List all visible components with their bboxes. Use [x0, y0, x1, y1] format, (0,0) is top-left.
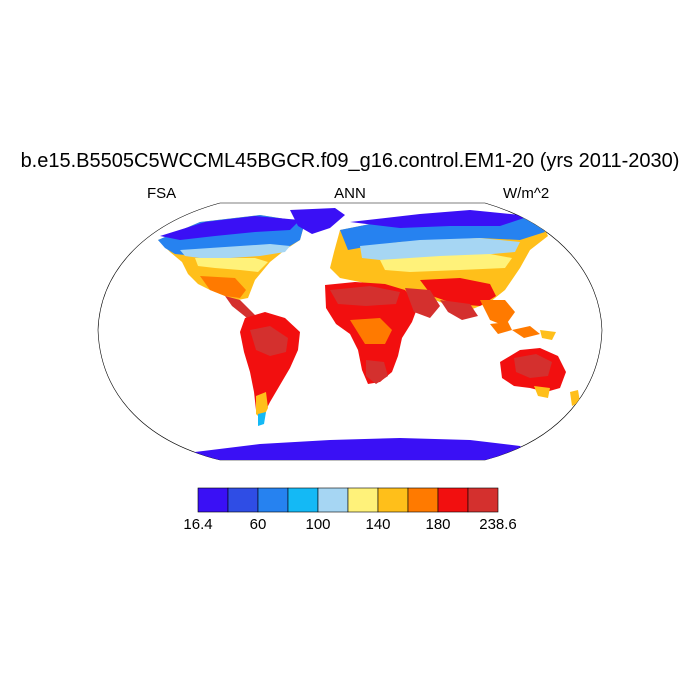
colorbar-tick-label: 180	[425, 516, 451, 533]
maritime-continent	[490, 322, 556, 340]
north-america	[158, 215, 305, 322]
colorbar-tick-label: 238.6	[479, 516, 517, 533]
australia	[500, 348, 566, 398]
south-america	[240, 312, 300, 426]
plot-title: b.e15.B5505C5WCCML45BGCR.f09_g16.control…	[20, 150, 680, 172]
antarctica	[180, 438, 540, 460]
greenland	[290, 208, 345, 234]
colorbar-tick-label: 140	[365, 516, 391, 533]
colorbar-tick-label: 60	[249, 516, 267, 533]
colorbar-tick-label: 16.4	[183, 516, 213, 533]
arabian-peninsula	[405, 288, 440, 318]
units-label: W/m^2	[503, 185, 550, 202]
season-label: ANN	[334, 185, 366, 202]
africa	[325, 282, 418, 384]
variable-label: FSA	[147, 185, 177, 202]
colorbar-tick-label: 100	[305, 516, 331, 533]
